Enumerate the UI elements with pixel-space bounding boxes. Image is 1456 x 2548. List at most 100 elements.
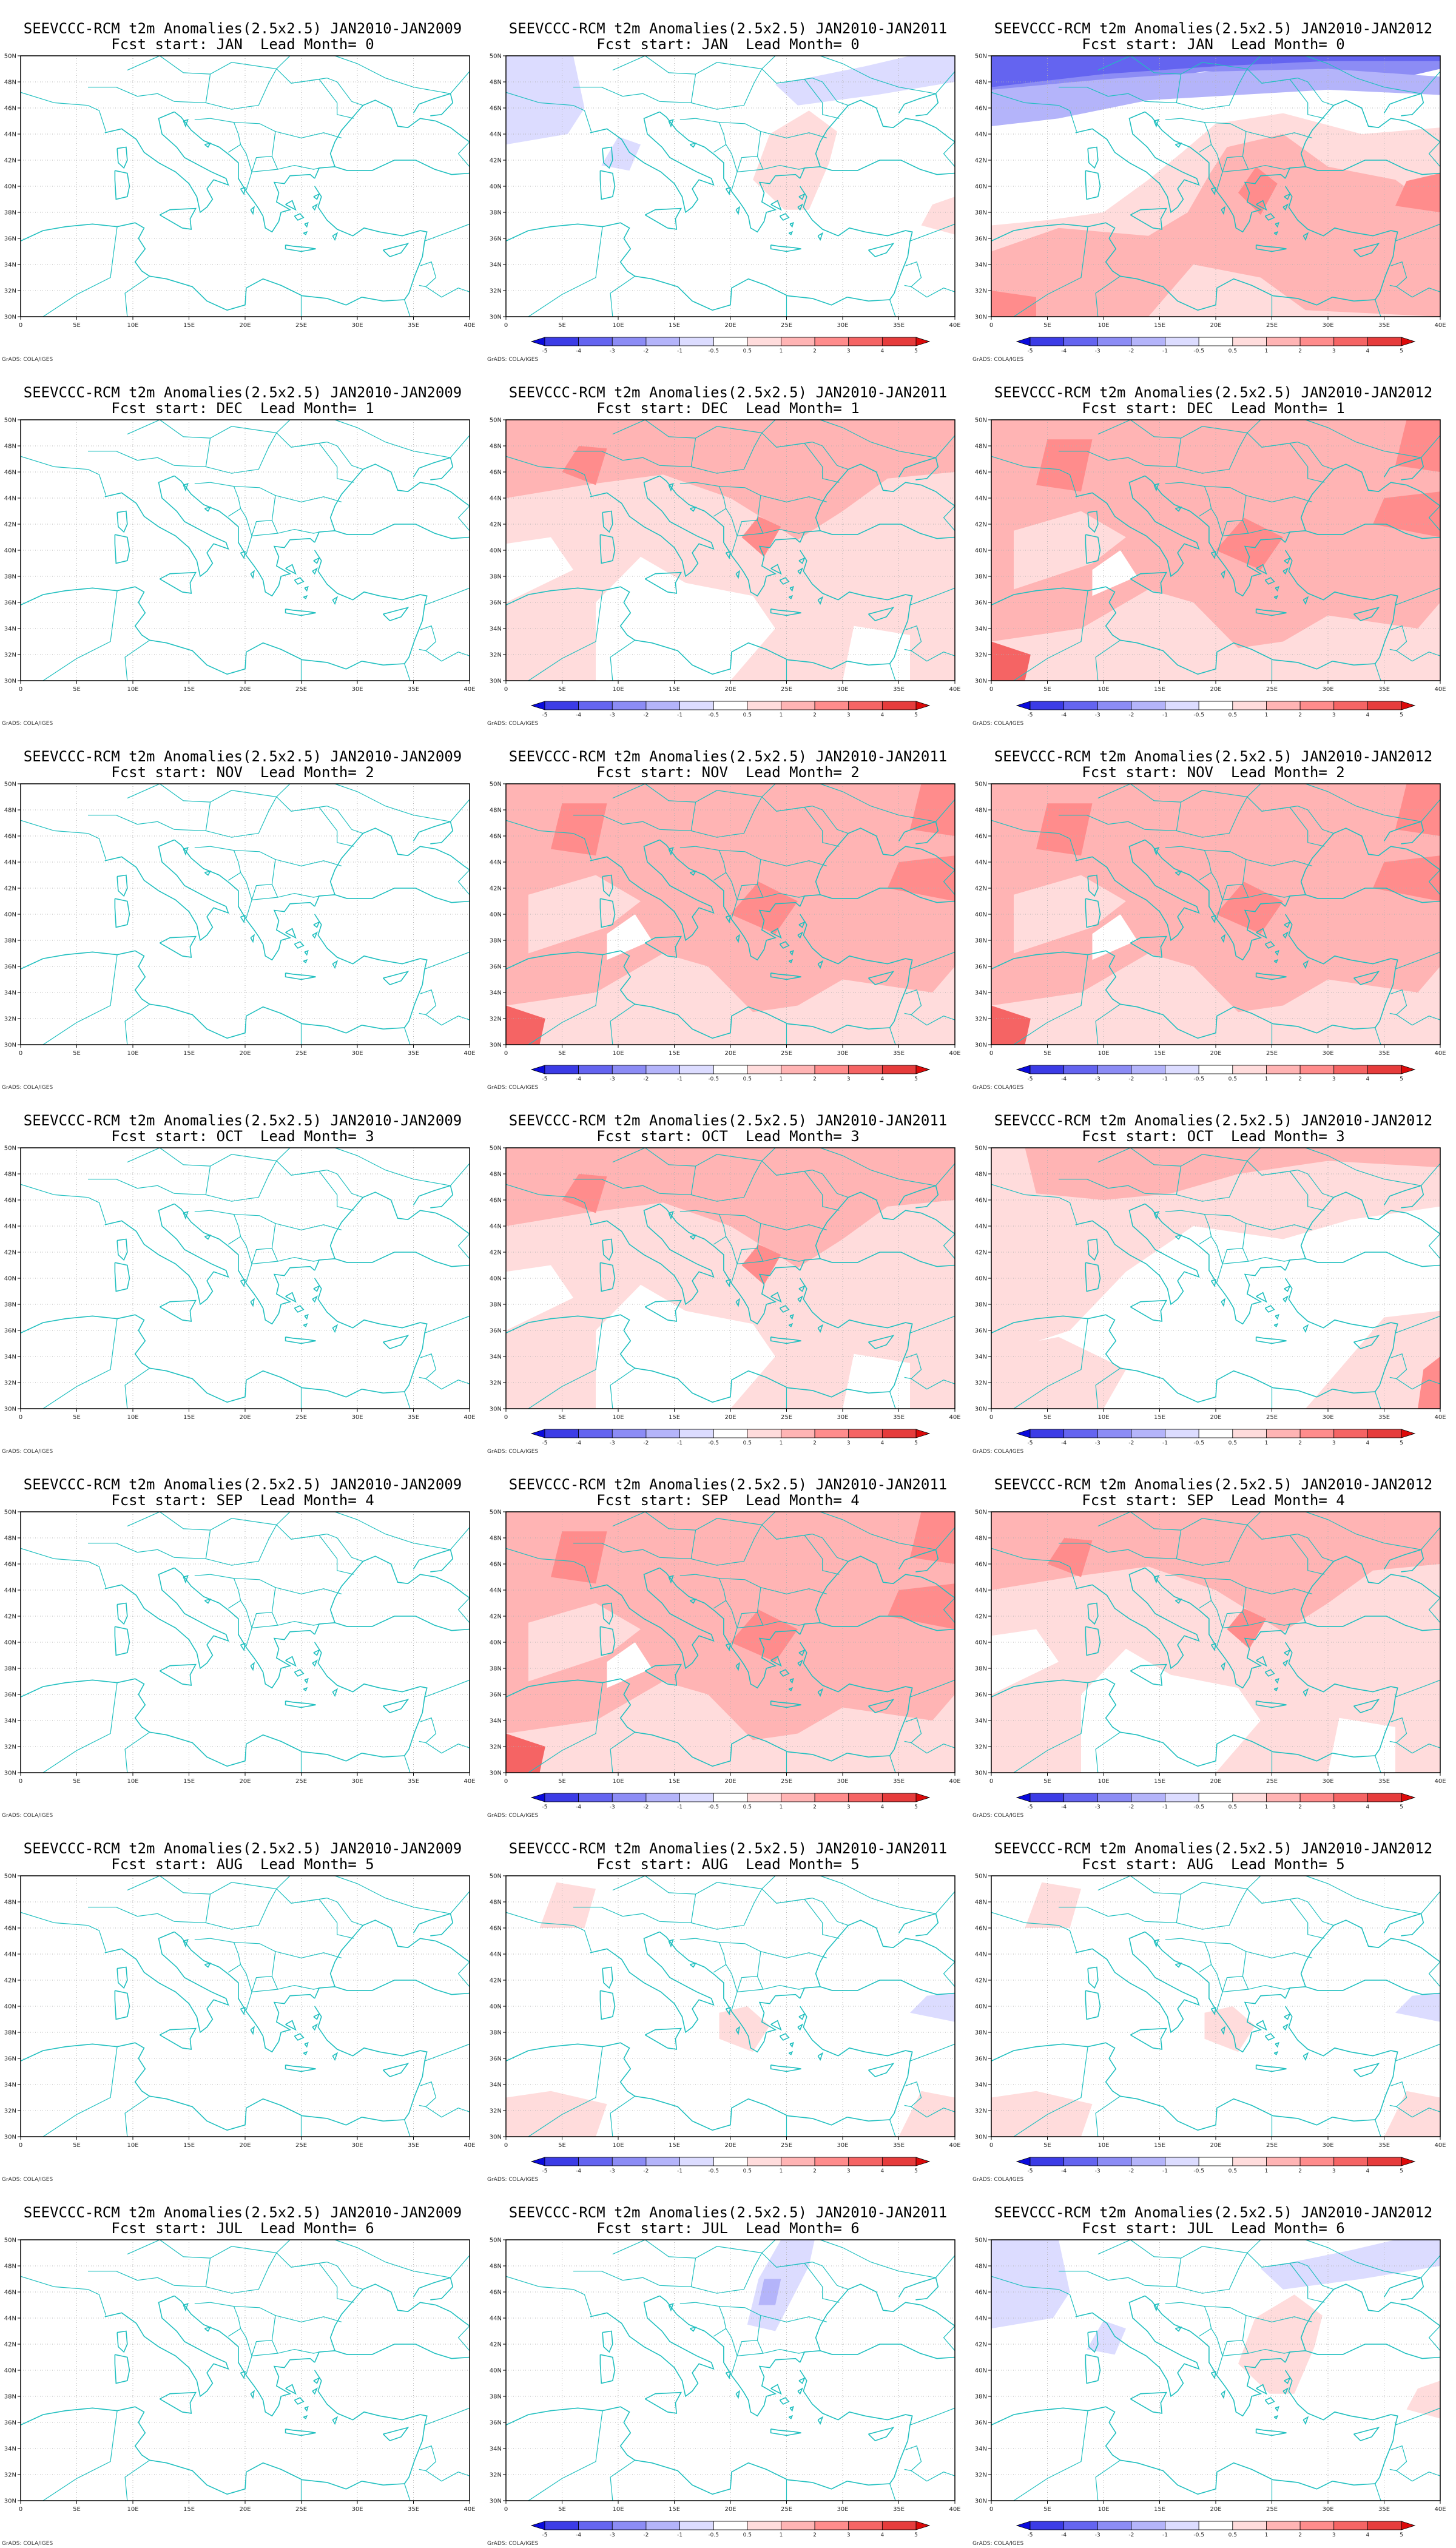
coastline	[815, 99, 955, 167]
coastline	[204, 1234, 212, 1240]
colorbar-label: 2	[1298, 1440, 1302, 1446]
colorbar-swatch	[544, 1065, 579, 1074]
coastlines	[21, 784, 470, 1045]
country-border	[1248, 1620, 1290, 1626]
country-border	[127, 784, 277, 803]
lon-tick-label: 5E	[73, 686, 81, 693]
country-border	[904, 989, 922, 1016]
coastline	[332, 1324, 339, 1333]
coastline	[159, 2391, 197, 2414]
coastline	[779, 1305, 790, 1313]
country-border	[1389, 2081, 1407, 2108]
colorbar-label: -0.5	[1193, 712, 1204, 718]
panel-subtitle: Fcst start: OCT Lead Month= 3	[596, 1128, 860, 1145]
colorbar-swatch	[645, 337, 680, 346]
coastline	[799, 1252, 955, 1271]
colorbar-label: -2	[1128, 1076, 1134, 1082]
country-border	[1389, 625, 1407, 652]
country-border	[1013, 590, 1088, 681]
coastline	[114, 898, 130, 928]
lat-tick-label: 42N	[490, 886, 502, 892]
coastline	[312, 2387, 318, 2395]
anomaly-contour	[562, 446, 607, 485]
colorbar-label: 4	[880, 2168, 884, 2174]
coastline	[204, 870, 212, 876]
country-border	[275, 859, 342, 867]
coastline	[240, 551, 246, 560]
lon-tick-label: 35E	[1378, 1050, 1390, 1057]
coastline	[779, 1669, 790, 1677]
coastline	[817, 596, 824, 605]
colorbar-label: 0.5	[1228, 2168, 1237, 2174]
coastline	[1085, 534, 1101, 564]
colorbar-swatch	[848, 701, 883, 710]
lat-tick-label: 30N	[490, 1406, 502, 1413]
country-border	[1245, 131, 1313, 139]
country-border	[679, 2302, 727, 2337]
colorbar-swatch	[578, 1793, 613, 1802]
lat-tick-label: 36N	[490, 2056, 502, 2063]
coastline	[294, 2033, 305, 2041]
coastline	[797, 931, 804, 939]
colorbar-swatch	[1367, 701, 1402, 710]
lat-tick-label: 34N	[975, 1718, 987, 1725]
lat-tick-label: 36N	[975, 964, 987, 971]
map-canvas: 0 5E 10E 15E 20E 25E 30E 35E 40E30N32N34N36N38N4…	[975, 53, 1446, 355]
country-border	[904, 625, 922, 652]
lon-tick-label: 15E	[1154, 2506, 1165, 2513]
coastline	[799, 888, 955, 907]
panel-title: SEEVCCC-RCM t2m Anomalies(2.5x2.5) JAN20…	[508, 1112, 948, 1129]
coastline	[770, 1292, 782, 1303]
country-border	[731, 1628, 738, 1646]
lat-tick-label: 38N	[975, 210, 987, 217]
country-border	[1375, 1391, 1381, 1409]
lon-tick-label: 10E	[127, 1050, 138, 1057]
colorbar-label: -3	[610, 1804, 615, 1810]
country-border	[1247, 1512, 1261, 1525]
colorbar-swatch	[1131, 701, 1165, 710]
anomaly-contour	[596, 556, 775, 681]
coastline	[788, 2051, 794, 2055]
coastline	[382, 1335, 410, 1350]
country-border	[679, 1574, 727, 1609]
colorbar-swatch	[679, 2521, 714, 2530]
coastline	[735, 1298, 740, 1307]
country-border	[1245, 2315, 1313, 2323]
grads-credit: GrADS: COLA/IGES	[2, 2177, 53, 2183]
country-border	[719, 1214, 764, 1264]
coastline	[889, 2061, 911, 2120]
country-border	[736, 2340, 758, 2356]
coastline	[1087, 1966, 1099, 1989]
country-border	[1204, 1214, 1249, 1264]
country-border	[1222, 1248, 1243, 1264]
coastline	[1075, 475, 1200, 578]
country-border	[820, 1512, 955, 1550]
country-border	[21, 2276, 107, 2316]
coastline	[404, 605, 425, 664]
coastline	[644, 1663, 682, 1686]
panel-subtitle: Fcst start: AUG Lead Month= 5	[111, 1856, 374, 1873]
lat-tick-label: 48N	[490, 1535, 502, 1542]
lon-tick-label: 5E	[73, 1414, 81, 1421]
lat-tick-label: 36N	[490, 2420, 502, 2427]
country-border	[911, 286, 955, 298]
coastline	[770, 564, 782, 575]
country-border	[736, 1976, 758, 1992]
country-border	[251, 2340, 272, 2356]
country-border	[124, 1731, 150, 1773]
lat-tick-label: 36N	[4, 2420, 16, 2427]
coastline	[1303, 960, 1309, 969]
lat-tick-label: 38N	[490, 1666, 502, 1673]
coastline	[1087, 2330, 1099, 2353]
coastline	[1375, 969, 1396, 1028]
country-border	[276, 784, 291, 797]
colorbar-label: -5	[542, 1804, 548, 1810]
country-border	[404, 2483, 411, 2501]
colorbar-label: -4	[1061, 712, 1067, 718]
country-border	[275, 1223, 342, 1231]
colorbar-swatch	[1030, 701, 1065, 710]
lat-tick-label: 48N	[4, 1899, 16, 1906]
coastline	[1144, 1567, 1286, 1689]
colorbar-swatch	[747, 1065, 781, 1074]
country-border	[760, 1223, 827, 1231]
